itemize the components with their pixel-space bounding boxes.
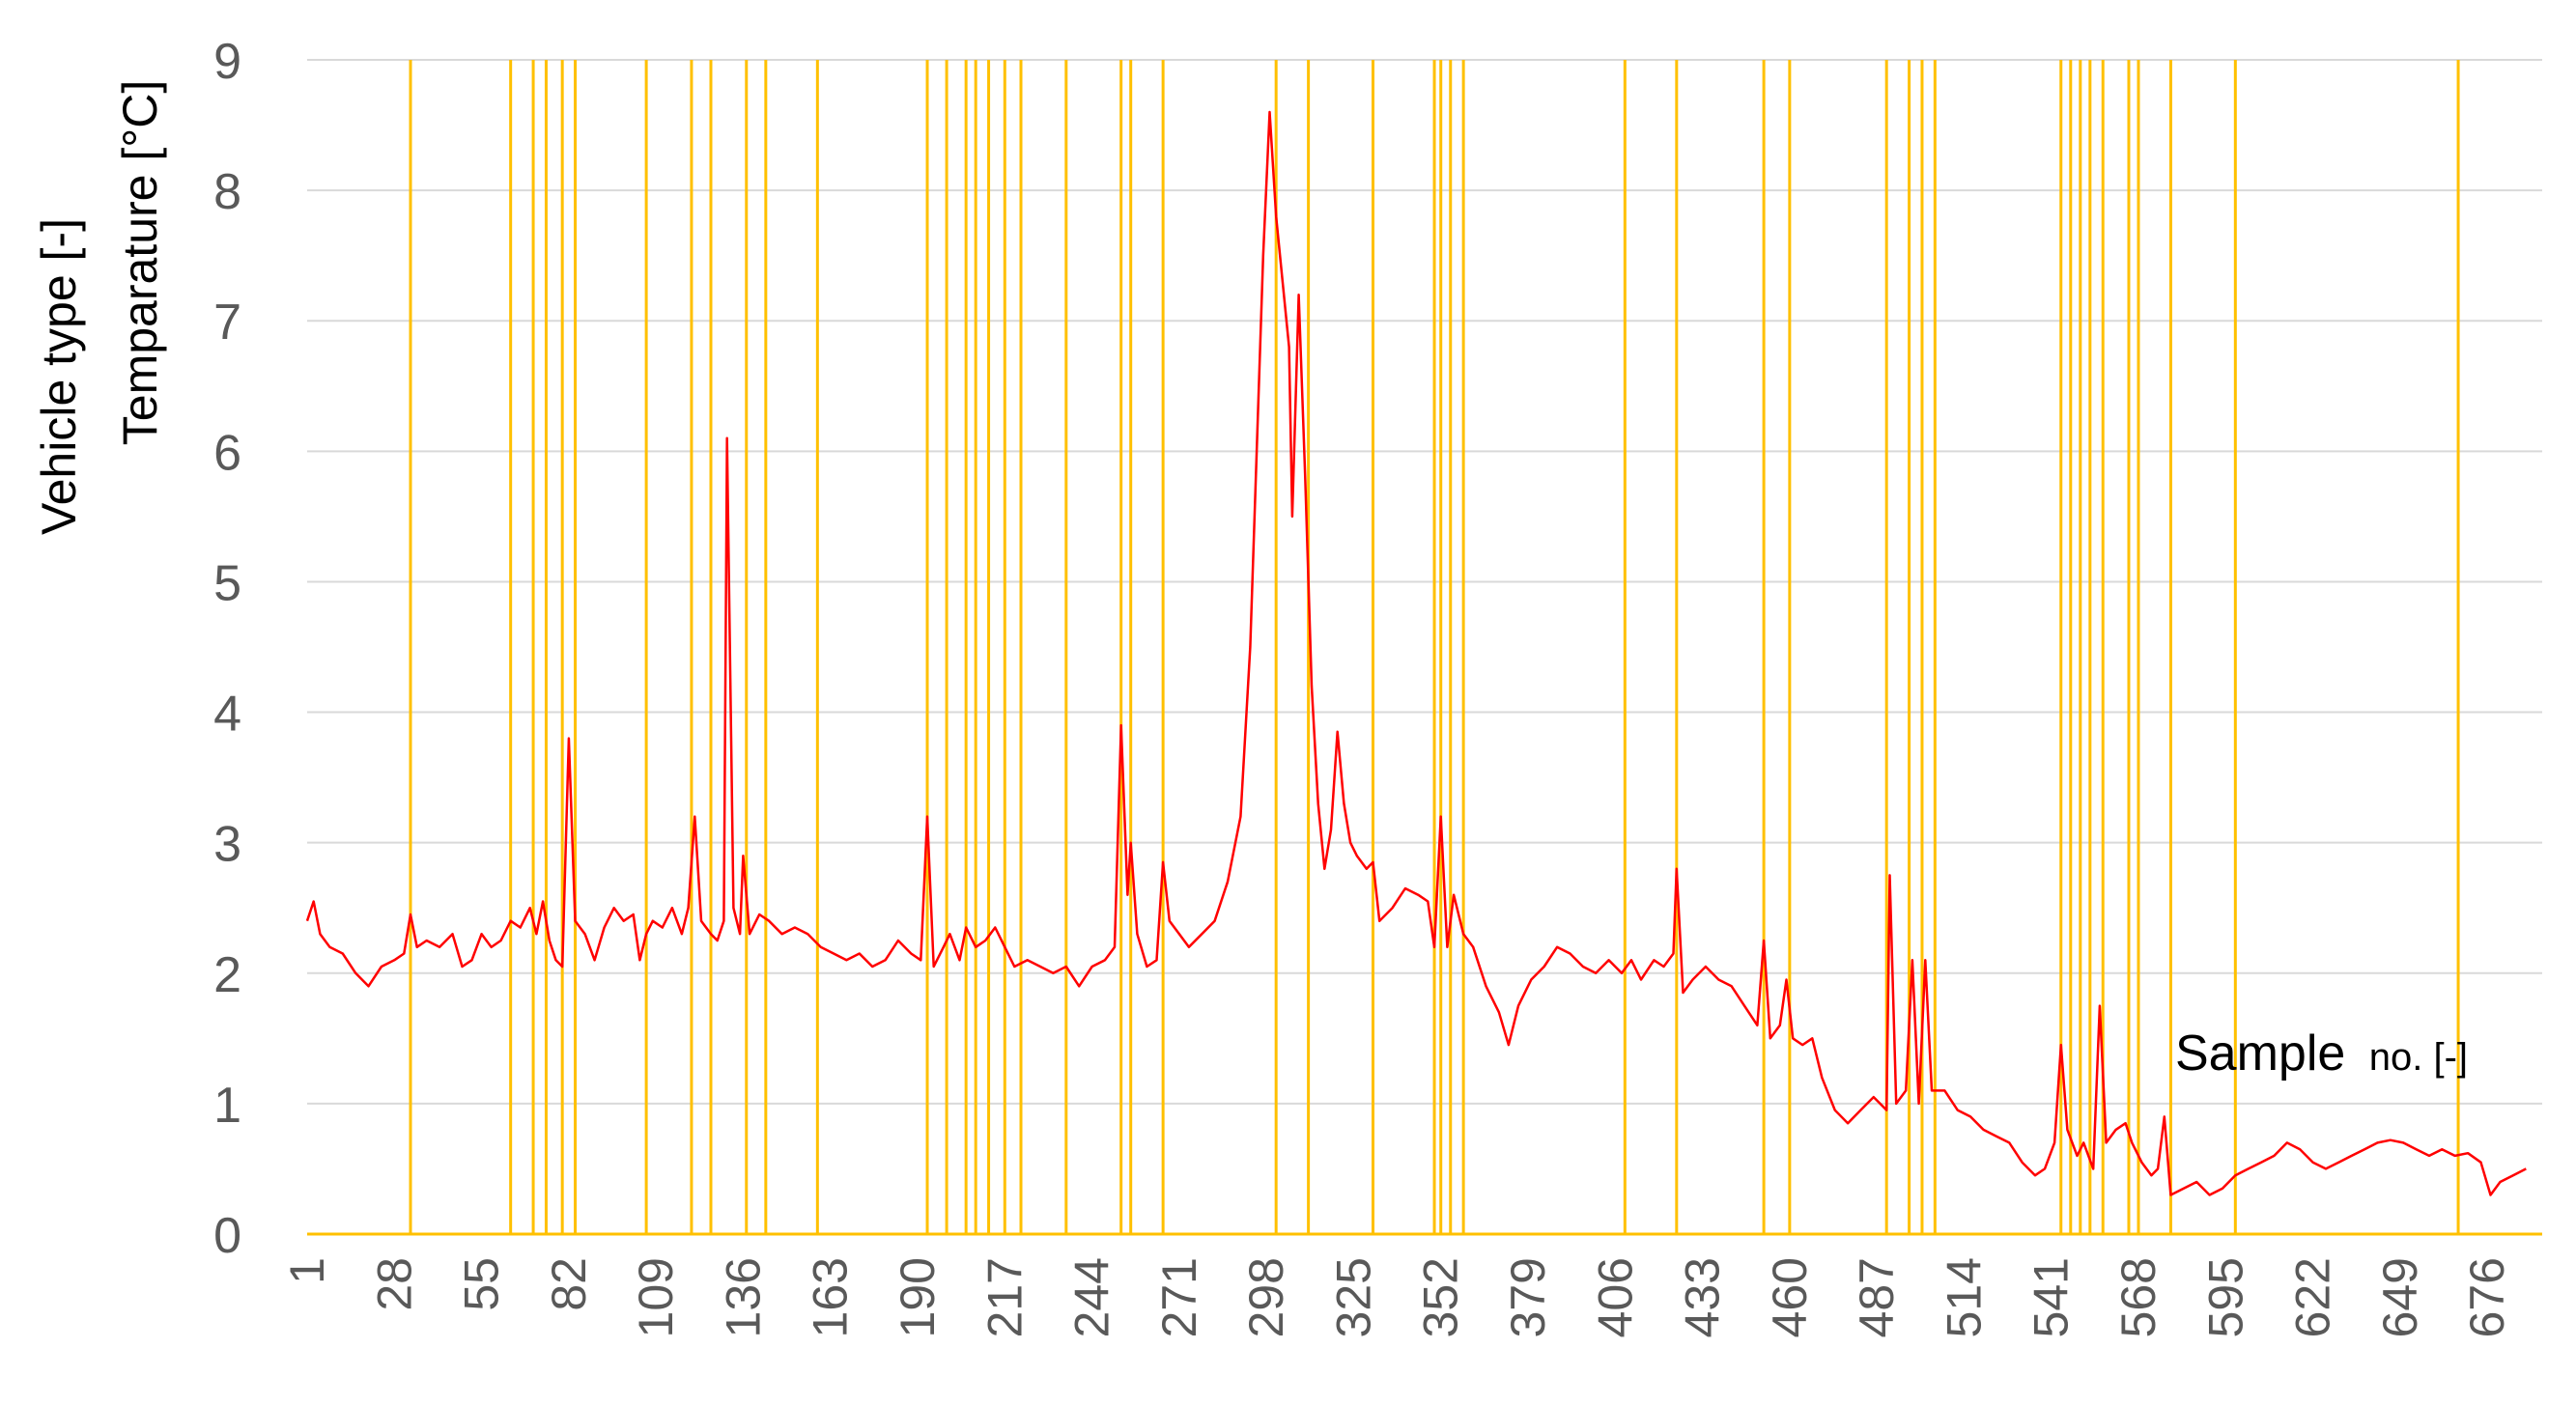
x-tick-label: 352 (1414, 1257, 1468, 1337)
x-tick-label: 514 (1937, 1257, 1991, 1337)
y-tick-label: 5 (213, 555, 241, 611)
x-tick-label: 460 (1763, 1257, 1817, 1337)
x-tick-label: 541 (2024, 1257, 2079, 1337)
x-tick-label: 649 (2373, 1257, 2427, 1337)
y-tick-label: 6 (213, 425, 241, 481)
x-tick-label: 190 (891, 1257, 945, 1337)
x-axis-label-main: Sample (2175, 1026, 2345, 1082)
x-tick-label: 1 (280, 1257, 334, 1284)
x-tick-label: 136 (716, 1257, 770, 1337)
x-tick-label: 163 (804, 1257, 858, 1337)
y-tick-label: 0 (213, 1208, 241, 1264)
x-tick-label: 595 (2198, 1257, 2252, 1337)
x-tick-label: 28 (367, 1257, 421, 1311)
y-tick-label: 3 (213, 817, 241, 873)
x-axis-label: Sample no. [-] (2175, 1026, 2468, 1082)
x-axis-label-unit: no. [-] (2369, 1036, 2468, 1079)
x-tick-label: 82 (542, 1257, 596, 1311)
x-tick-label: 406 (1588, 1257, 1642, 1337)
x-tick-label: 109 (629, 1257, 683, 1337)
x-tick-label: 55 (455, 1257, 509, 1311)
y-axis-ticks: 0 1 2 3 4 5 6 7 8 9 (213, 34, 241, 1264)
gridlines (307, 59, 2542, 1105)
x-tick-label: 622 (2286, 1257, 2340, 1337)
y-axis-label-line-1: Vehicle type [-] (32, 218, 86, 535)
y-tick-label: 9 (213, 34, 241, 90)
vehicle-type-series (307, 60, 2542, 1236)
x-tick-label: 271 (1152, 1257, 1206, 1337)
y-tick-label: 2 (213, 947, 241, 1003)
y-tick-label: 8 (213, 164, 241, 220)
y-tick-label: 1 (213, 1078, 241, 1134)
temperature-series (305, 110, 2527, 1196)
x-tick-label: 433 (1676, 1257, 1730, 1337)
x-tick-label: 487 (1850, 1257, 1904, 1337)
x-tick-label: 217 (977, 1257, 1032, 1337)
y-axis-label-line-2: Temparature [°C] (113, 80, 167, 445)
x-tick-label: 244 (1065, 1257, 1119, 1337)
temperature-line (305, 110, 2527, 1196)
x-tick-label: 676 (2460, 1257, 2514, 1337)
y-tick-label: 4 (213, 687, 241, 743)
x-tick-label: 568 (2111, 1257, 2166, 1337)
y-tick-label: 7 (213, 295, 241, 351)
x-tick-label: 325 (1326, 1257, 1380, 1337)
x-tick-label: 379 (1501, 1257, 1555, 1337)
x-axis-ticks: 1 28 55 82 109 136 163 190 217 244 271 298 325 352 379… (280, 1257, 2514, 1337)
x-tick-label: 298 (1239, 1257, 1293, 1337)
